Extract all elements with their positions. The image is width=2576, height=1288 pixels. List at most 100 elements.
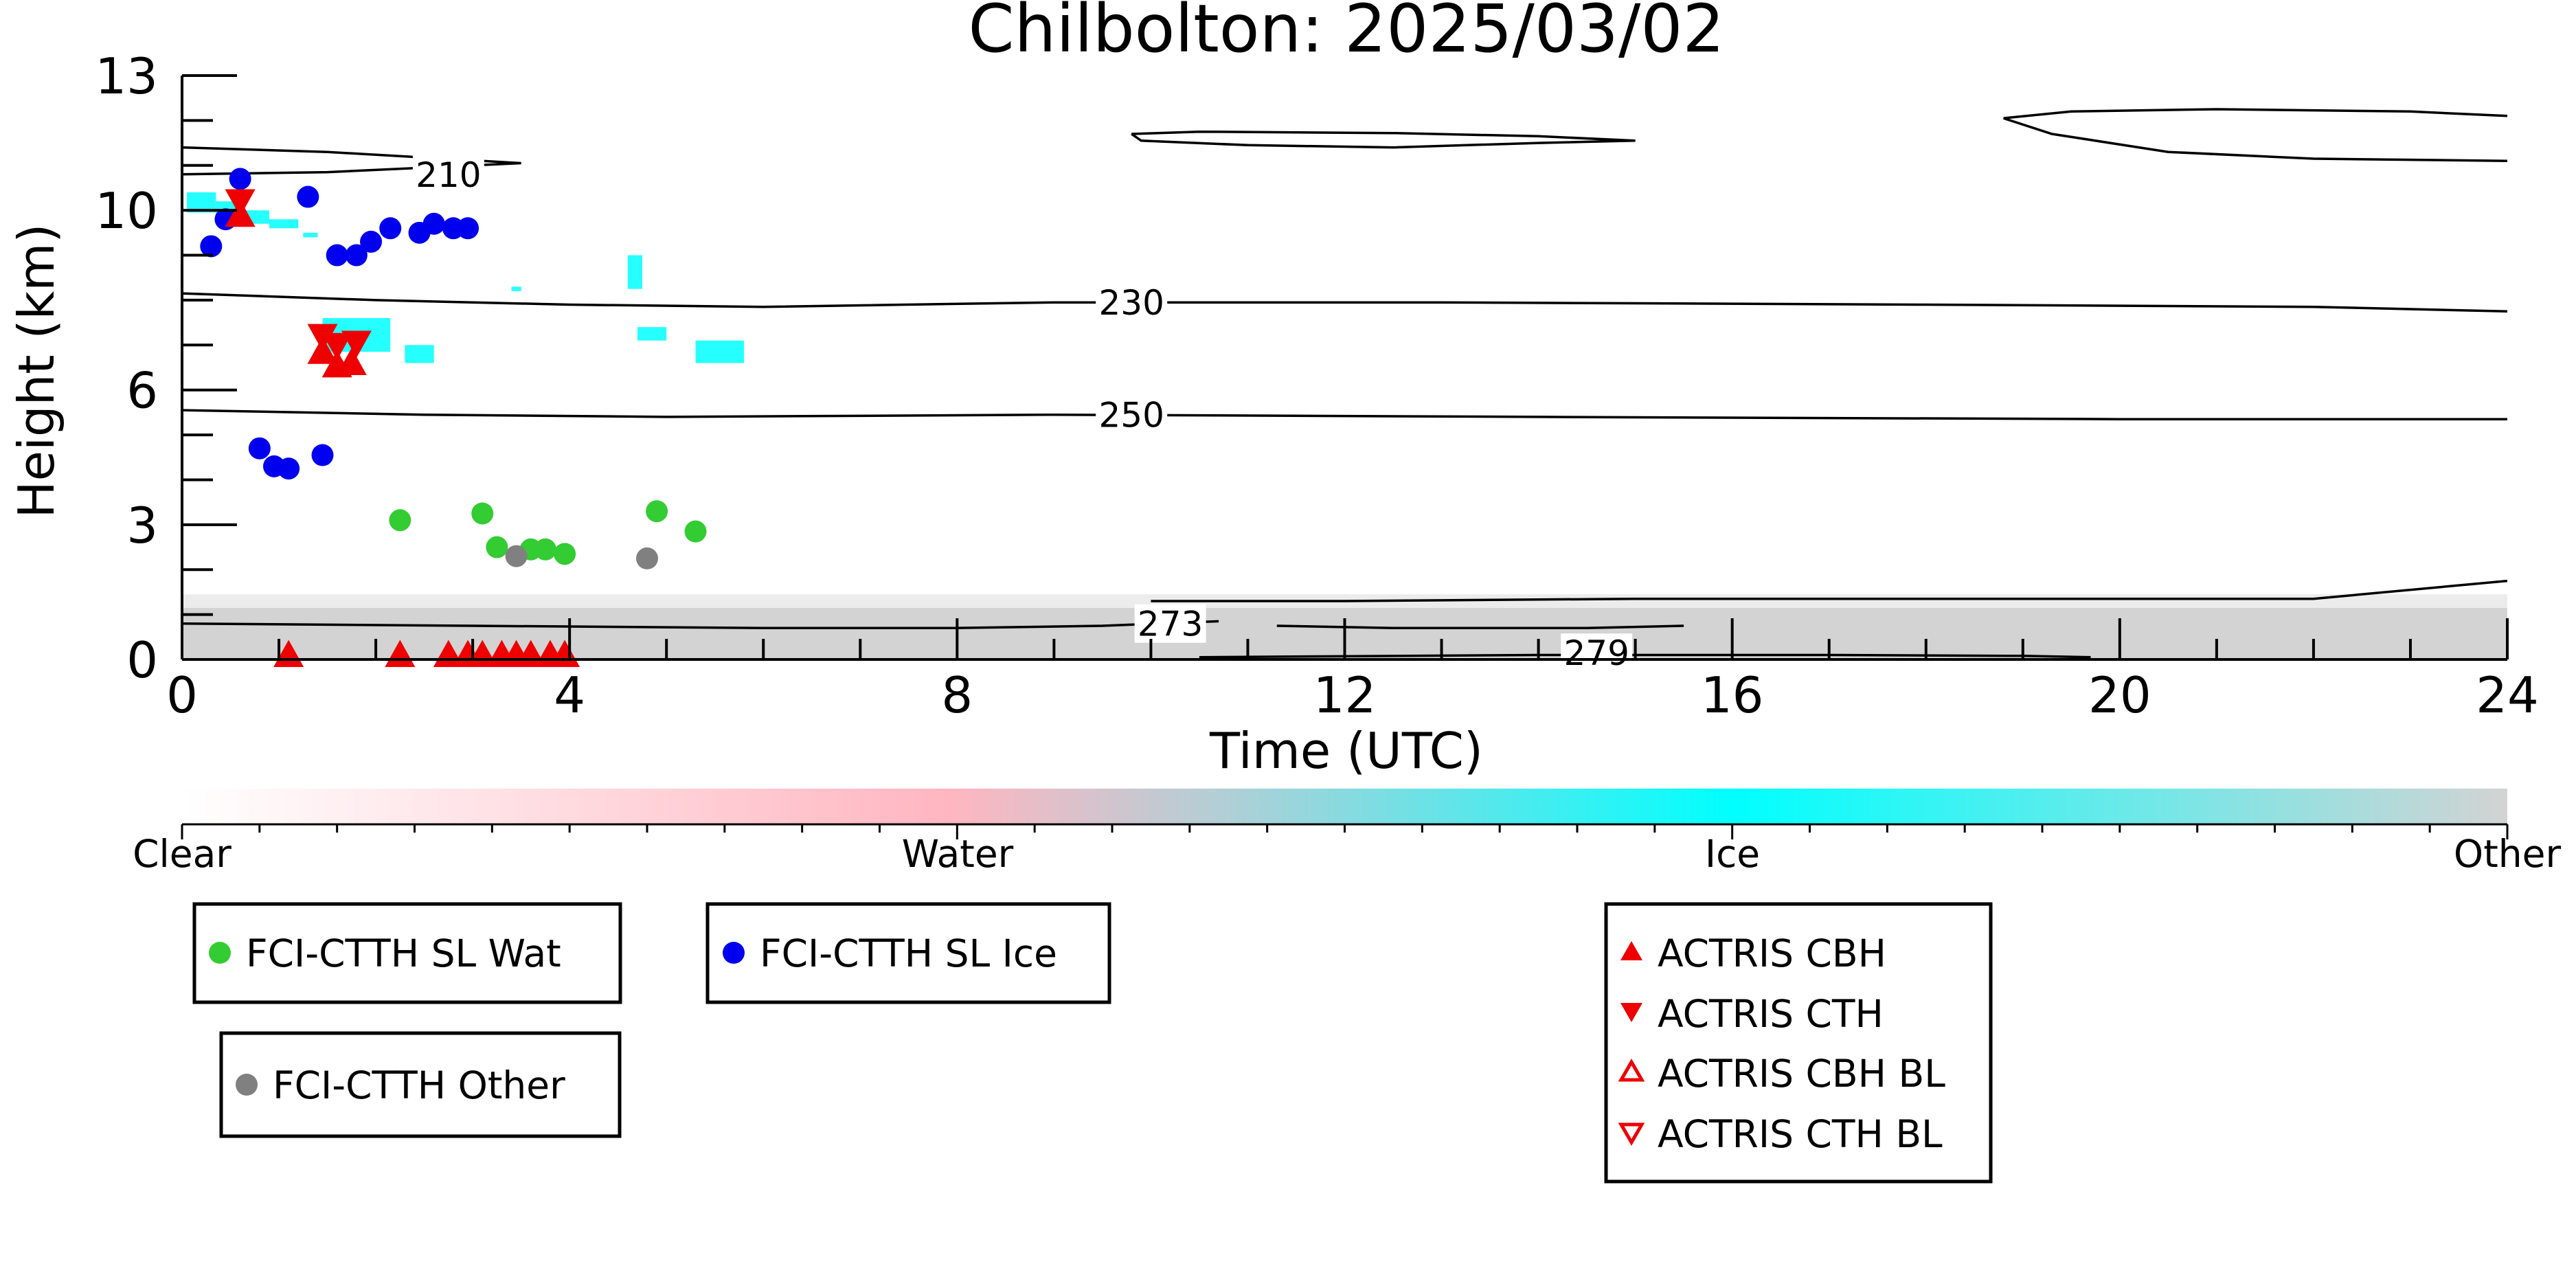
series-fci-ctth-sl-wat xyxy=(389,500,707,565)
colorbar-gradient xyxy=(182,789,2507,824)
legend-marker-ice xyxy=(723,942,745,964)
contour-210-line-0 xyxy=(181,146,521,176)
point-0-5 xyxy=(554,543,576,565)
legend-marker-cbh xyxy=(1620,941,1642,960)
point-4-1 xyxy=(307,324,338,352)
series-actris-cth xyxy=(225,189,372,361)
x-tick-label-12: 12 xyxy=(1313,666,1377,724)
colorbar-label-clear: Clear xyxy=(133,832,231,876)
contour-273-line-1 xyxy=(1151,579,2508,602)
legend-label-cbh-bl: ACTRIS CBH BL xyxy=(1658,1052,1945,1096)
x-tick-label-20: 20 xyxy=(2088,666,2151,724)
y-tick-label-13: 13 xyxy=(95,47,158,105)
point-1-15 xyxy=(457,217,479,240)
ice-patch-3 xyxy=(269,219,299,229)
contour-label-bg-250 xyxy=(1096,395,1168,434)
x-tick-label-0: 0 xyxy=(166,666,198,724)
legend-box-other: FCI-CTTH Other xyxy=(219,1031,622,1138)
contour-label-279: 279 xyxy=(1563,633,1629,673)
contour-label-230: 230 xyxy=(1098,283,1164,323)
point-4-2 xyxy=(321,332,352,361)
x-tick-label-8: 8 xyxy=(941,666,973,724)
x-tick-label-24: 24 xyxy=(2476,666,2539,724)
legend-marker-cbh-bl xyxy=(1618,1058,1645,1082)
contour-label-250: 250 xyxy=(1098,396,1164,436)
y-axis-label: Height (km) xyxy=(8,224,65,519)
legend-marker-cth-bl xyxy=(1618,1122,1645,1146)
point-0-0 xyxy=(389,509,411,532)
point-1-8 xyxy=(326,244,348,267)
point-4-3 xyxy=(341,330,372,359)
contour-label-bg-273 xyxy=(1134,604,1206,643)
contour-label-273: 273 xyxy=(1138,605,1203,644)
point-1-13 xyxy=(422,212,445,235)
point-3-3 xyxy=(336,348,367,376)
point-1-6 xyxy=(297,185,319,208)
colorbar-ticks xyxy=(181,823,2509,839)
contour-273-line-0 xyxy=(181,620,1219,629)
point-1-5 xyxy=(278,457,300,480)
series-fci-ctth-sl-ice xyxy=(200,168,479,480)
legend-box-ice: FCI-CTTH SL Ice xyxy=(705,902,1111,1004)
point-0-6 xyxy=(646,500,668,523)
contour-label-210: 210 xyxy=(416,155,481,195)
legend-label-other: FCI-CTTH Other xyxy=(273,1063,565,1107)
point-0-1 xyxy=(471,502,494,525)
cloud-classification-layer xyxy=(182,192,2507,659)
legend-marker-cth xyxy=(1620,1003,1642,1022)
legend-marker-wat xyxy=(209,942,231,964)
ice-patch-4 xyxy=(303,232,318,238)
contour-210-line-2 xyxy=(2003,108,2508,120)
x-tick-label-16: 16 xyxy=(1701,666,1764,724)
contour-273-line-2 xyxy=(1276,624,1684,629)
colorbar-label-water: Water xyxy=(902,832,1014,876)
legend-box-actris: ACTRIS CBH ACTRIS CTH ACTRIS CBH BL ACTR… xyxy=(1604,902,1993,1184)
contour-label-bg-230 xyxy=(1096,283,1168,322)
plot-area: 210 230 250 273 279 0 4 8 12 16 20 24 0 3 6 10 13 xyxy=(95,47,2538,724)
legend-label-cth: ACTRIS CTH xyxy=(1658,992,1884,1036)
x-tick-label-4: 4 xyxy=(554,666,585,724)
y-tick-label-10: 10 xyxy=(95,182,158,240)
point-1-10 xyxy=(360,230,383,253)
contour-label-bg-279 xyxy=(1561,633,1633,673)
point-1-0 xyxy=(200,235,223,258)
ice-patch-7 xyxy=(511,286,521,291)
point-2-0 xyxy=(505,545,528,567)
contour-210-line-3 xyxy=(2003,117,2508,162)
contour-230-line-0 xyxy=(181,292,2508,313)
point-0-4 xyxy=(534,538,556,561)
chart-title: Chilbolton: 2025/03/02 xyxy=(969,0,1725,67)
legends: FCI-CTTH SL Wat FCI-CTTH SL Ice FCI-CTTH… xyxy=(192,902,1993,1184)
point-1-2 xyxy=(229,168,251,190)
legend-label-ice: FCI-CTTH SL Ice xyxy=(760,931,1057,975)
contour-210-line-1 xyxy=(1131,130,1636,149)
legend-label-cth-bl: ACTRIS CTH BL xyxy=(1658,1112,1943,1156)
colorbar-label-ice: Ice xyxy=(1705,832,1760,876)
point-2-1 xyxy=(636,547,658,569)
point-1-3 xyxy=(248,437,271,460)
ice-patch-10 xyxy=(695,340,745,363)
y-tick-label-3: 3 xyxy=(126,497,158,554)
ice-patch-6 xyxy=(405,345,434,363)
legend-marker-other xyxy=(236,1074,258,1096)
point-0-2 xyxy=(486,536,508,558)
temperature-contours: 210 230 250 273 279 xyxy=(181,108,2508,673)
series-fci-ctth-other xyxy=(505,545,658,569)
axes: 0 4 8 12 16 20 24 0 3 6 10 13 xyxy=(95,47,2538,724)
contour-label-bg-210 xyxy=(412,155,484,194)
y-tick-label-6: 6 xyxy=(126,362,158,420)
legend-label-wat: FCI-CTTH SL Wat xyxy=(246,931,561,975)
legend-label-cbh: ACTRIS CBH xyxy=(1658,931,1886,975)
point-0-7 xyxy=(684,520,707,543)
colorbar: Clear Water Ice Other xyxy=(133,789,2561,876)
point-1-11 xyxy=(379,217,402,240)
ice-patch-8 xyxy=(627,255,642,289)
point-1-7 xyxy=(311,444,334,466)
legend-box-water: FCI-CTTH SL Wat xyxy=(192,902,622,1004)
contour-250-line-0 xyxy=(181,409,2507,420)
y-tick-label-0: 0 xyxy=(126,631,158,689)
ice-patch-9 xyxy=(637,327,667,341)
point-4-0 xyxy=(225,189,256,217)
point-1-9 xyxy=(345,244,368,267)
